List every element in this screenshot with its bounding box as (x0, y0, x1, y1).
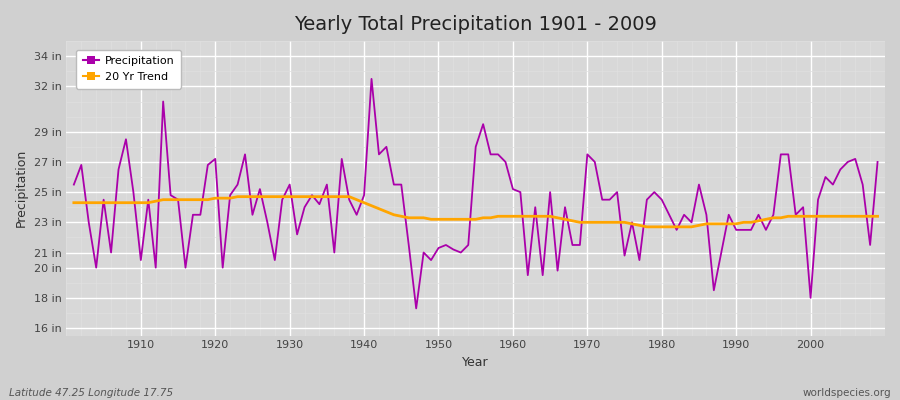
Title: Yearly Total Precipitation 1901 - 2009: Yearly Total Precipitation 1901 - 2009 (294, 15, 657, 34)
Y-axis label: Precipitation: Precipitation (15, 149, 28, 228)
Text: worldspecies.org: worldspecies.org (803, 388, 891, 398)
Text: Latitude 47.25 Longitude 17.75: Latitude 47.25 Longitude 17.75 (9, 388, 173, 398)
Legend: Precipitation, 20 Yr Trend: Precipitation, 20 Yr Trend (76, 50, 182, 88)
X-axis label: Year: Year (463, 356, 489, 369)
